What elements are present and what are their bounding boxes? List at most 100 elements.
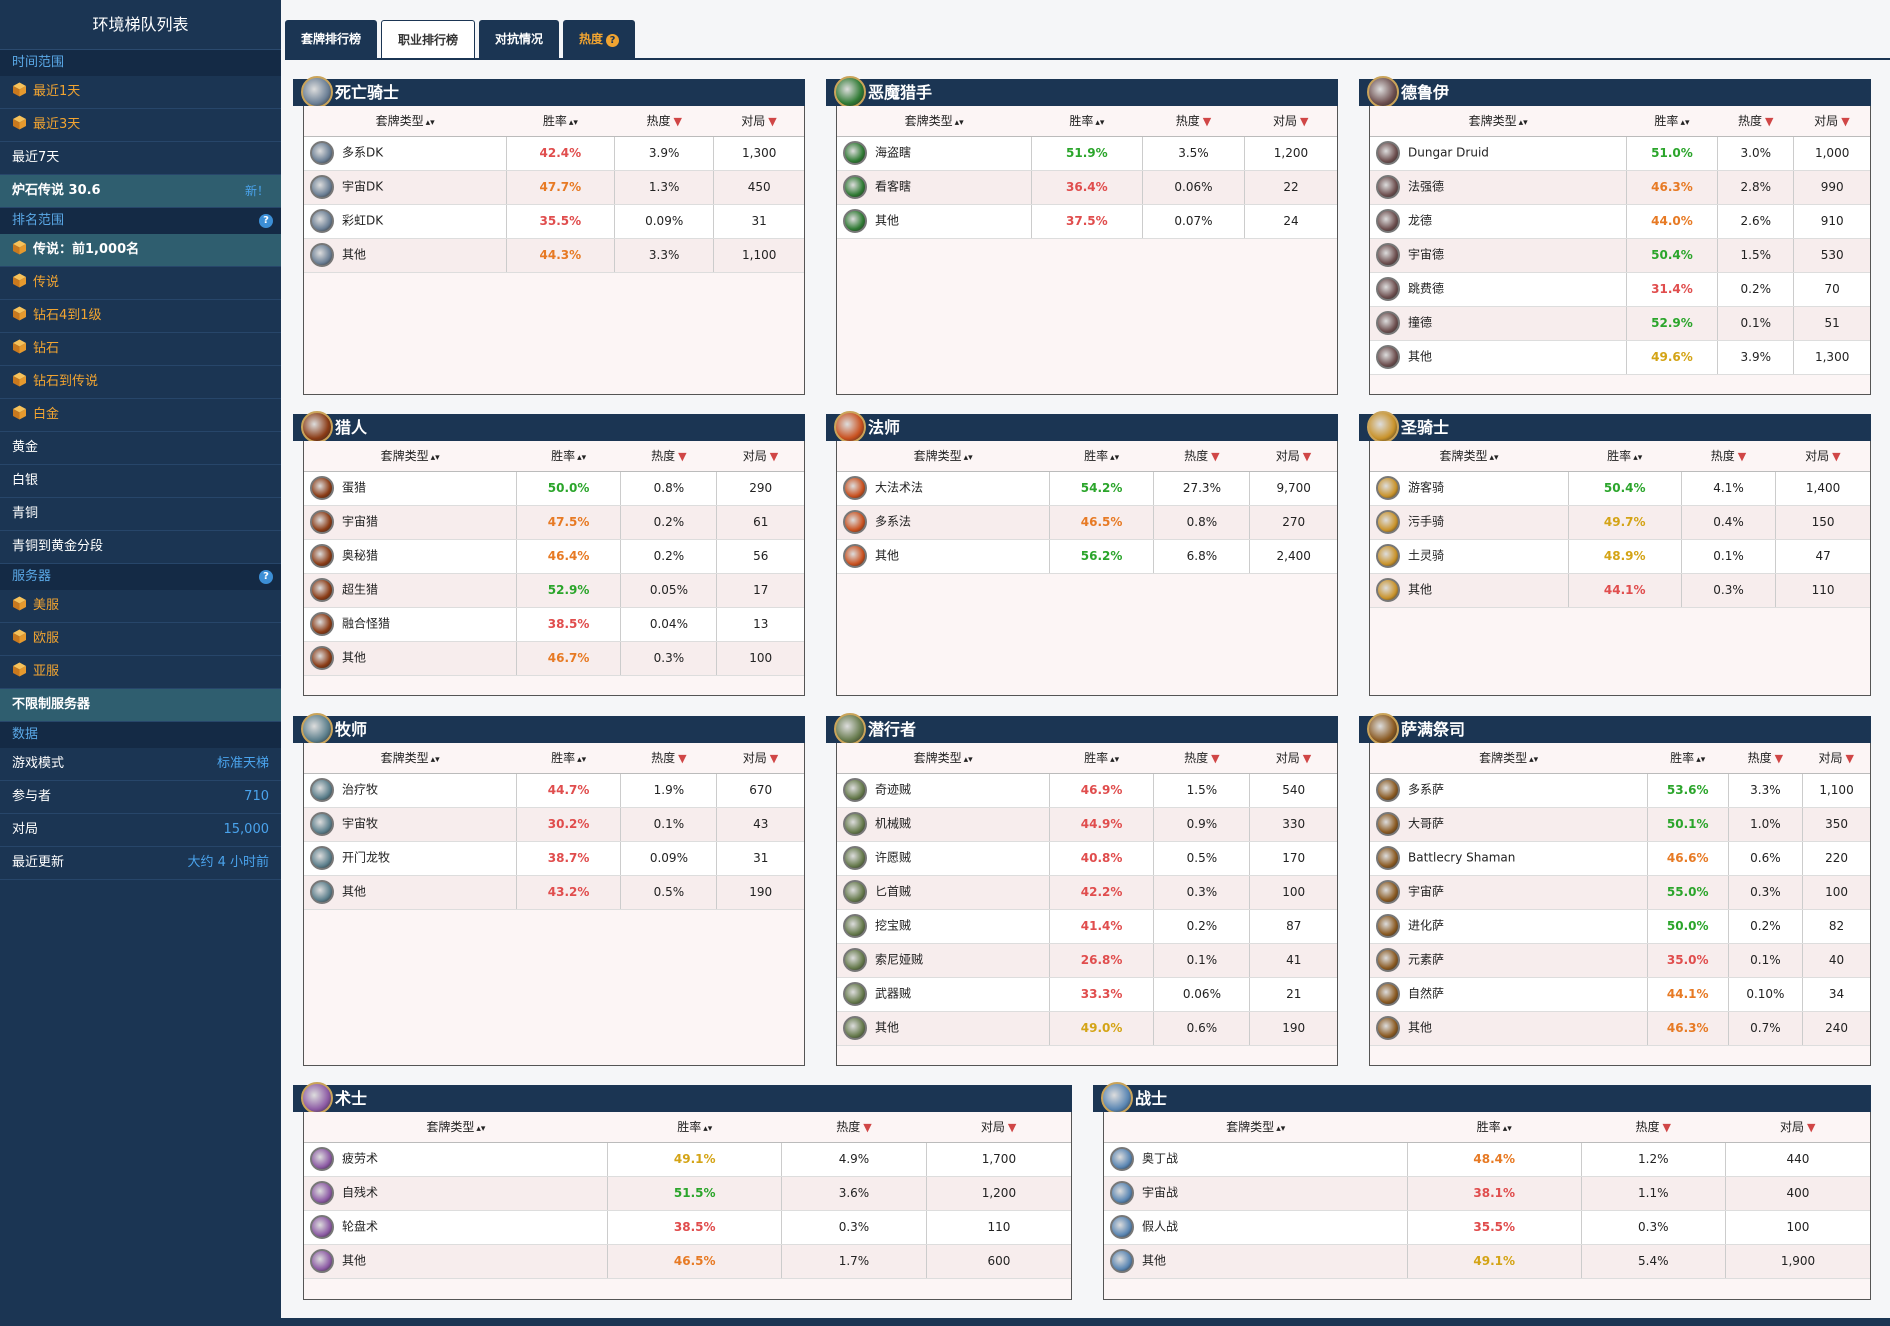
deck-name-cell[interactable]: 假人战 — [1104, 1210, 1408, 1245]
deck-name-cell[interactable]: Battlecry Shaman — [1370, 841, 1648, 876]
table-row[interactable]: 宇宙牧 30.2% 0.1% 43 — [304, 807, 804, 842]
table-row[interactable]: 奥秘猎 46.4% 0.2% 56 — [304, 539, 804, 574]
deck-name-cell[interactable]: 自然萨 — [1370, 977, 1648, 1012]
column-header-games[interactable]: 对局 ▼ — [926, 1112, 1071, 1143]
deck-name-cell[interactable]: 其他 — [304, 875, 517, 910]
rank-item[interactable]: 传说 — [0, 267, 281, 300]
column-header-pop[interactable]: 热度 ▼ — [1153, 441, 1250, 472]
deck-name-cell[interactable]: 宇宙猎 — [304, 505, 517, 540]
column-header-pop[interactable]: 热度 ▼ — [1153, 743, 1250, 774]
table-row[interactable]: 彩虹DK 35.5% 0.09% 31 — [304, 204, 804, 239]
deck-name-cell[interactable]: 挖宝贼 — [837, 909, 1050, 944]
tab-matchups[interactable]: 对抗情况 — [479, 20, 560, 58]
deck-name-cell[interactable]: 其他 — [304, 238, 507, 273]
deck-name-cell[interactable]: 其他 — [837, 1011, 1050, 1046]
table-row[interactable]: 法强德 46.3% 2.8% 990 — [1370, 170, 1870, 205]
deck-name-cell[interactable]: 其他 — [837, 539, 1050, 574]
table-row[interactable]: 其他 49.0% 0.6% 190 — [837, 1011, 1337, 1046]
table-row[interactable]: 匕首贼 42.2% 0.3% 100 — [837, 875, 1337, 910]
column-header-wr[interactable]: 胜率 ▴▾ — [1031, 106, 1143, 137]
table-row[interactable]: 机械贼 44.9% 0.9% 330 — [837, 807, 1337, 842]
help-icon[interactable]: ? — [259, 214, 273, 228]
column-header-wr[interactable]: 胜率 ▴▾ — [1049, 743, 1154, 774]
table-row[interactable]: 挖宝贼 41.4% 0.2% 87 — [837, 909, 1337, 944]
deck-name-cell[interactable]: 宇宙萨 — [1370, 875, 1648, 910]
table-row[interactable]: 奇迹贼 46.9% 1.5% 540 — [837, 773, 1337, 808]
deck-name-cell[interactable]: 奥秘猎 — [304, 539, 517, 574]
rank-item[interactable]: 白金 — [0, 399, 281, 432]
column-header-games[interactable]: 对局 ▼ — [716, 743, 804, 774]
deck-name-cell[interactable]: 进化萨 — [1370, 909, 1648, 944]
table-row[interactable]: 大哥萨 50.1% 1.0% 350 — [1370, 807, 1870, 842]
table-row[interactable]: 索尼娅贼 26.8% 0.1% 41 — [837, 943, 1337, 978]
table-row[interactable]: 进化萨 50.0% 0.2% 82 — [1370, 909, 1870, 944]
column-header-wr[interactable]: 胜率 ▴▾ — [516, 441, 621, 472]
deck-name-cell[interactable]: 看客瞎 — [837, 170, 1032, 205]
column-header-pop[interactable]: 热度 ▼ — [1581, 1112, 1726, 1143]
server-item[interactable]: 亚服 — [0, 656, 281, 689]
server-item[interactable]: 欧服 — [0, 623, 281, 656]
server-item[interactable]: 美服 — [0, 590, 281, 623]
rank-item[interactable]: 黄金 — [0, 432, 281, 465]
table-row[interactable]: 宇宙猎 47.5% 0.2% 61 — [304, 505, 804, 540]
column-header-pop[interactable]: 热度 ▼ — [620, 743, 717, 774]
column-header-games[interactable]: 对局 ▼ — [713, 106, 804, 137]
column-header-deck[interactable]: 套牌类型 ▴▾ — [304, 441, 517, 472]
deck-name-cell[interactable]: 匕首贼 — [837, 875, 1050, 910]
deck-name-cell[interactable]: 其他 — [304, 1244, 609, 1279]
rank-item[interactable]: 青铜 — [0, 498, 281, 531]
column-header-games[interactable]: 对局 ▼ — [1775, 441, 1870, 472]
column-header-pop[interactable]: 热度 ▼ — [614, 106, 714, 137]
column-header-games[interactable]: 对局 ▼ — [1249, 441, 1337, 472]
deck-name-cell[interactable]: 大法术法 — [837, 471, 1050, 506]
deck-name-cell[interactable]: 其他 — [1370, 573, 1569, 608]
table-row[interactable]: 其他 44.3% 3.3% 1,100 — [304, 238, 804, 273]
rank-item[interactable]: 钻石 — [0, 333, 281, 366]
table-row[interactable]: 看客瞎 36.4% 0.06% 22 — [837, 170, 1337, 205]
table-row[interactable]: 大法术法 54.2% 27.3% 9,700 — [837, 471, 1337, 506]
deck-name-cell[interactable]: 机械贼 — [837, 807, 1050, 842]
deck-name-cell[interactable]: 污手骑 — [1370, 505, 1569, 540]
deck-name-cell[interactable]: 开门龙牧 — [304, 841, 517, 876]
column-header-games[interactable]: 对局 ▼ — [1249, 743, 1337, 774]
table-row[interactable]: 撞德 52.9% 0.1% 51 — [1370, 306, 1870, 341]
rank-item[interactable]: 钻石4到1级 — [0, 300, 281, 333]
time-item-patch[interactable]: 炉石传说 30.6 新！ — [0, 175, 281, 208]
deck-name-cell[interactable]: 宇宙战 — [1104, 1176, 1408, 1211]
table-row[interactable]: 其他 49.1% 5.4% 1,900 — [1104, 1244, 1870, 1279]
deck-name-cell[interactable]: 其他 — [837, 204, 1032, 239]
deck-name-cell[interactable]: 多系萨 — [1370, 773, 1648, 808]
table-row[interactable]: 自然萨 44.1% 0.10% 34 — [1370, 977, 1870, 1012]
column-header-deck[interactable]: 套牌类型 ▴▾ — [837, 106, 1032, 137]
table-row[interactable]: 污手骑 49.7% 0.4% 150 — [1370, 505, 1870, 540]
time-item-3d[interactable]: 最近3天 — [0, 109, 281, 142]
table-row[interactable]: 武器贼 33.3% 0.06% 21 — [837, 977, 1337, 1012]
table-row[interactable]: 元素萨 35.0% 0.1% 40 — [1370, 943, 1870, 978]
deck-name-cell[interactable]: 海盗瞎 — [837, 136, 1032, 171]
rank-item[interactable]: 白银 — [0, 465, 281, 498]
column-header-games[interactable]: 对局 ▼ — [1793, 106, 1870, 137]
table-row[interactable]: 宇宙战 38.1% 1.1% 400 — [1104, 1176, 1870, 1211]
deck-name-cell[interactable]: 大哥萨 — [1370, 807, 1648, 842]
deck-name-cell[interactable]: 其他 — [1370, 340, 1627, 375]
column-header-deck[interactable]: 套牌类型 ▴▾ — [837, 743, 1050, 774]
column-header-wr[interactable]: 胜率 ▴▾ — [1626, 106, 1718, 137]
table-row[interactable]: 其他 56.2% 6.8% 2,400 — [837, 539, 1337, 574]
column-header-pop[interactable]: 热度 ▼ — [1717, 106, 1794, 137]
column-header-games[interactable]: 对局 ▼ — [716, 441, 804, 472]
help-icon[interactable]: ? — [259, 570, 273, 584]
column-header-deck[interactable]: 套牌类型 ▴▾ — [1370, 743, 1648, 774]
table-row[interactable]: 奥丁战 48.4% 1.2% 440 — [1104, 1142, 1870, 1177]
deck-name-cell[interactable]: 治疗牧 — [304, 773, 517, 808]
deck-name-cell[interactable]: 武器贼 — [837, 977, 1050, 1012]
table-row[interactable]: 轮盘术 38.5% 0.3% 110 — [304, 1210, 1071, 1245]
table-row[interactable]: 其他 37.5% 0.07% 24 — [837, 204, 1337, 239]
table-row[interactable]: 假人战 35.5% 0.3% 100 — [1104, 1210, 1870, 1245]
rank-item[interactable]: 钻石到传说 — [0, 366, 281, 399]
table-row[interactable]: 超生猎 52.9% 0.05% 17 — [304, 573, 804, 608]
deck-name-cell[interactable]: 多系法 — [837, 505, 1050, 540]
deck-name-cell[interactable]: 疲劳术 — [304, 1142, 609, 1177]
column-header-deck[interactable]: 套牌类型 ▴▾ — [1370, 106, 1627, 137]
deck-name-cell[interactable]: 蛋猎 — [304, 471, 517, 506]
table-row[interactable]: 其他 46.7% 0.3% 100 — [304, 641, 804, 676]
